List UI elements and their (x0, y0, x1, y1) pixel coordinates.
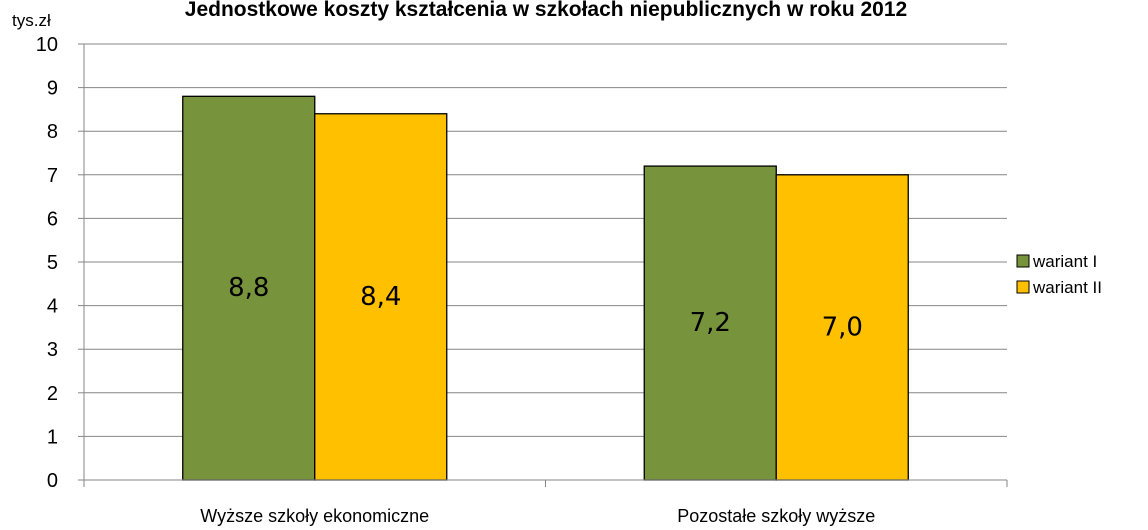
legend-label: wariant II (1032, 278, 1102, 297)
axes (83, 44, 1008, 487)
y-tick-label: 6 (47, 208, 58, 230)
bars (182, 95, 909, 481)
chart-title: Jednostkowe koszty kształcenia w szkołac… (185, 0, 907, 21)
data-labels: 8,8 8,4 7,2 7,0 (228, 273, 863, 342)
bar (775, 174, 909, 481)
data-label: 7,0 (822, 312, 863, 342)
bar (643, 165, 777, 481)
y-tick-label: 5 (47, 252, 58, 274)
y-tick-label: 9 (47, 78, 58, 100)
bar (314, 113, 448, 481)
legend-label: wariant I (1032, 252, 1097, 271)
data-label: 8,4 (360, 282, 401, 312)
y-axis-unit: tys.zł (12, 11, 51, 30)
y-tick-label: 2 (47, 383, 58, 405)
data-label: 7,2 (690, 308, 731, 338)
x-tick-labels: Wyższe szkoły ekonomiczne Pozostałe szkoł… (200, 506, 875, 526)
legend-swatch (1016, 280, 1030, 294)
y-tick-label: 1 (47, 426, 58, 448)
legend-swatch (1016, 254, 1030, 268)
y-tick-label: 3 (47, 339, 58, 361)
y-tick-label: 0 (47, 470, 58, 492)
y-tick-label: 8 (47, 121, 58, 143)
x-tick-label: Pozostałe szkoły wyższe (677, 506, 875, 526)
data-label: 8,8 (228, 273, 269, 303)
legend: wariant I wariant II (1016, 252, 1102, 297)
y-tick-label: 4 (47, 296, 58, 318)
y-tick-labels: 0 1 2 3 4 5 6 7 8 9 10 (36, 34, 58, 492)
x-tick-label: Wyższe szkoły ekonomiczne (200, 506, 429, 526)
y-tick-label: 7 (47, 165, 58, 187)
y-tick-label: 10 (36, 34, 58, 56)
